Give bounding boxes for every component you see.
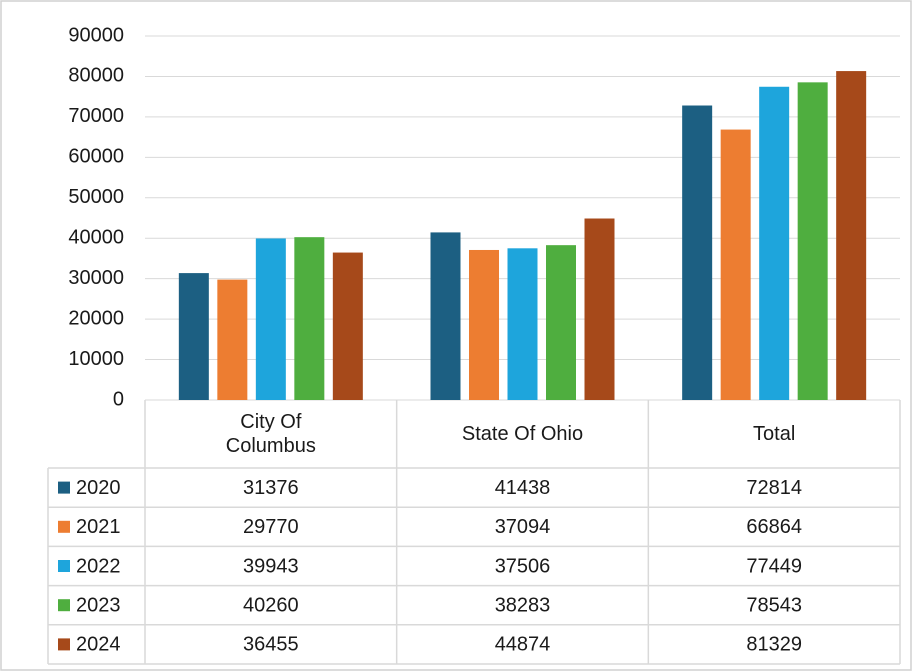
table-value: 39943 xyxy=(243,555,299,577)
bar xyxy=(469,249,499,400)
category-label-box: State Of Ohio xyxy=(397,400,649,468)
table-value: 77449 xyxy=(746,555,802,577)
legend-label: 2021 xyxy=(76,516,121,538)
table-value: 72814 xyxy=(746,477,802,499)
legend-swatch xyxy=(58,638,70,651)
category-cell: State Of Ohio xyxy=(397,400,649,468)
legend-swatch xyxy=(58,599,70,612)
table-value: 44874 xyxy=(495,634,551,656)
y-tick-label: 50000 xyxy=(68,186,124,208)
bar xyxy=(255,238,286,400)
bar xyxy=(797,82,828,401)
y-tick-label: 60000 xyxy=(68,146,124,168)
y-tick-label: 90000 xyxy=(68,24,124,46)
y-tick-label: 10000 xyxy=(68,348,124,370)
table-value: 78543 xyxy=(746,594,802,616)
bar xyxy=(682,105,713,401)
table-value: 66864 xyxy=(746,516,802,538)
table-value: 81329 xyxy=(746,634,802,656)
table-value: 29770 xyxy=(243,516,299,538)
bar xyxy=(546,245,576,400)
x-tick-label: City Of Columbus xyxy=(225,411,316,457)
bar xyxy=(507,248,538,400)
bar xyxy=(720,129,751,400)
bar xyxy=(584,218,615,400)
x-tick-label: Total xyxy=(753,423,796,445)
category-cell: City Of Columbus xyxy=(145,400,397,468)
table-value: 37506 xyxy=(495,555,551,577)
category-cell: Total xyxy=(648,400,900,468)
bar xyxy=(430,232,461,400)
legend-label: 2024 xyxy=(76,634,121,656)
table-value: 38283 xyxy=(495,594,551,616)
y-tick-label: 80000 xyxy=(68,65,124,87)
bar xyxy=(836,71,867,401)
bar xyxy=(178,273,209,400)
y-tick-label: 30000 xyxy=(68,267,124,289)
table-value: 31376 xyxy=(243,477,299,499)
y-tick-label: 70000 xyxy=(68,105,124,127)
category-label-box: City Of Columbus xyxy=(145,400,397,468)
bar xyxy=(217,279,248,400)
legend-label: 2020 xyxy=(76,477,121,499)
y-tick-label: 0 xyxy=(113,388,124,410)
y-tick-label: 40000 xyxy=(68,227,124,249)
table-value: 41438 xyxy=(495,477,551,499)
table-value: 36455 xyxy=(243,634,299,656)
bar xyxy=(759,86,790,400)
legend-swatch xyxy=(58,560,70,572)
y-tick-label: 20000 xyxy=(68,307,124,329)
legend-swatch xyxy=(58,481,70,494)
x-tick-label: State Of Ohio xyxy=(461,423,584,445)
legend-swatch xyxy=(58,520,70,533)
bar xyxy=(294,237,325,400)
bar xyxy=(332,252,363,400)
table-value: 40260 xyxy=(243,594,299,616)
category-label-box: Total xyxy=(648,400,900,468)
legend-label: 2022 xyxy=(76,555,121,577)
table-value: 37094 xyxy=(495,516,551,538)
legend-label: 2023 xyxy=(76,594,121,616)
